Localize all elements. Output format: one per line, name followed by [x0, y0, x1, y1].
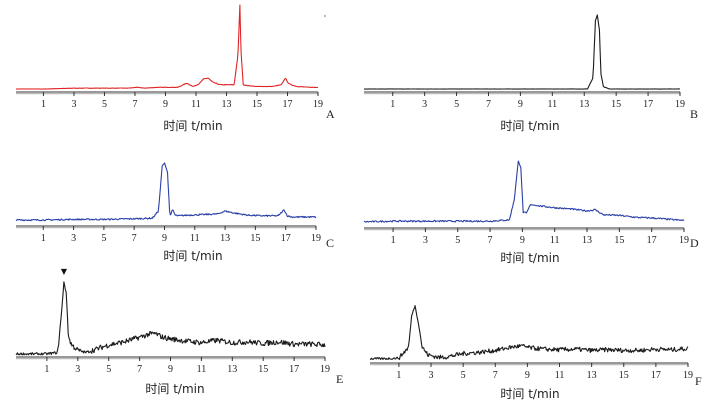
x-tick-label: 19	[679, 235, 689, 246]
x-tick-label: 17	[282, 99, 292, 110]
x-tick-label: 13	[582, 235, 592, 246]
x-axis-title: 时间 t/min	[500, 119, 559, 133]
x-tick-label: 17	[281, 233, 291, 244]
x-tick-label: 7	[132, 233, 137, 244]
x-tick-label: 19	[311, 233, 321, 244]
x-tick-label: 17	[647, 235, 657, 246]
series-line	[369, 305, 689, 361]
x-tick-label: 9	[518, 99, 523, 110]
x-tick-label: 1	[41, 233, 46, 244]
x-tick-label: 11	[548, 99, 558, 110]
series-line	[363, 14, 681, 90]
x-tick-label: 15	[611, 99, 621, 110]
x-axis-title: 时间 t/min	[500, 251, 559, 265]
x-tick-label: 1	[41, 99, 46, 110]
x-tick-label: 7	[137, 364, 142, 375]
series-line	[15, 4, 319, 90]
x-tick-label: 3	[71, 233, 76, 244]
x-tick-label: 7	[486, 99, 491, 110]
x-tick-label: 5	[101, 233, 106, 244]
x-tick-label: 11	[197, 364, 207, 375]
x-tick-label: 19	[675, 99, 685, 110]
x-tick-label: 3	[429, 370, 434, 381]
x-tick-label: 19	[313, 99, 323, 110]
x-tick-label: 15	[252, 99, 262, 110]
x-tick-label: 11	[555, 370, 565, 381]
x-tick-label: 5	[102, 99, 107, 110]
x-tick-label: 7	[132, 99, 137, 110]
x-tick-label: 15	[614, 235, 624, 246]
x-tick-label: 9	[168, 364, 173, 375]
x-axis-title: 时间 t/min	[163, 249, 222, 263]
x-tick-label: 1	[390, 99, 395, 110]
x-tick-label: 13	[579, 99, 589, 110]
x-tick-label: 3	[75, 364, 80, 375]
x-tick-label: 13	[587, 370, 597, 381]
panel-label: B	[690, 107, 698, 121]
panel-label: C	[326, 236, 334, 250]
series-line	[15, 281, 326, 356]
x-tick-label: 17	[643, 99, 653, 110]
x-tick-label: 11	[191, 99, 201, 110]
x-tick-label: 1	[391, 235, 396, 246]
series-line	[15, 162, 317, 222]
x-tick-label: 9	[162, 233, 167, 244]
x-axis-title: 时间 t/min	[163, 119, 222, 133]
x-tick-label: 7	[493, 370, 498, 381]
panel-label: A	[326, 107, 335, 121]
x-tick-label: 5	[455, 235, 460, 246]
x-tick-label: 17	[289, 364, 299, 375]
x-axis-title: 时间 t/min	[500, 387, 559, 401]
x-tick-label: 3	[422, 99, 427, 110]
panel-label: E	[336, 372, 343, 386]
x-tick-label: 11	[550, 235, 560, 246]
x-tick-label: 15	[258, 364, 268, 375]
x-tick-label: 15	[250, 233, 260, 244]
x-tick-label: 13	[227, 364, 237, 375]
x-tick-label: 3	[71, 99, 76, 110]
x-tick-label: 5	[461, 370, 466, 381]
panel-label: F	[695, 374, 702, 388]
x-tick-label: 9	[520, 235, 525, 246]
x-tick-label: 7	[488, 235, 493, 246]
x-tick-label: 11	[190, 233, 200, 244]
x-tick-label: 19	[683, 370, 693, 381]
speck	[324, 15, 326, 17]
x-tick-label: 19	[320, 364, 330, 375]
x-tick-label: 5	[106, 364, 111, 375]
x-tick-label: 13	[220, 233, 230, 244]
x-tick-label: 15	[619, 370, 629, 381]
x-axis-title: 时间 t/min	[145, 382, 204, 396]
peak-marker: ▼	[61, 267, 68, 276]
x-tick-label: 3	[423, 235, 428, 246]
x-tick-label: 13	[221, 99, 231, 110]
x-tick-label: 1	[44, 364, 49, 375]
x-tick-label: 5	[454, 99, 459, 110]
x-tick-label: 17	[651, 370, 661, 381]
x-tick-label: 9	[163, 99, 168, 110]
panel-label: D	[690, 236, 699, 250]
x-tick-label: 1	[396, 370, 401, 381]
series-line	[363, 160, 685, 223]
x-tick-label: 9	[525, 370, 530, 381]
